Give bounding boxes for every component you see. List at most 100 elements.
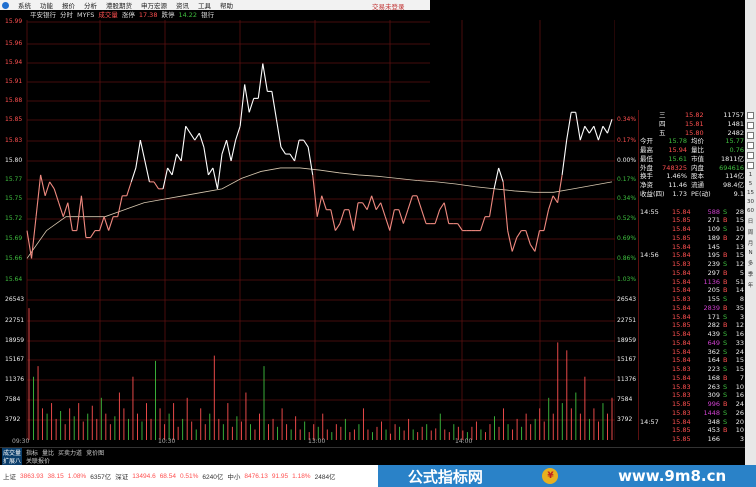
stat-label: 今开: [640, 137, 653, 146]
period-button[interactable]: 季: [747, 272, 754, 278]
menu-item[interactable]: 工具: [198, 2, 211, 10]
period-button[interactable]: 多: [747, 261, 754, 267]
tick-count: 24: [735, 400, 744, 408]
percent-axis-label: 1.03%: [617, 276, 637, 283]
indicator-tab[interactable]: 指标: [26, 450, 39, 457]
period-button[interactable]: 15: [747, 190, 754, 196]
volume-axis-label-right: 15167: [617, 356, 637, 363]
index-value: 13494.6: [132, 472, 156, 480]
price-line-segment: [67, 202, 73, 231]
tick-row: 15.83 223 S 15: [639, 365, 746, 374]
tick-volume: 164: [707, 356, 720, 365]
tick-side: B: [723, 373, 728, 382]
tick-count: 26: [735, 408, 744, 417]
period-button[interactable]: 年: [747, 283, 754, 289]
tick-count: 35: [735, 303, 744, 312]
toolbar-icon[interactable]: [747, 132, 754, 139]
tick-price: 15.83: [672, 391, 691, 400]
tick-price: 15.84: [672, 286, 691, 295]
percent-axis-label: 0.34%: [617, 116, 637, 123]
menu-item[interactable]: 资讯: [176, 2, 189, 10]
price-line-segment: [525, 230, 531, 245]
price-line-segment: [40, 174, 46, 196]
menu-item[interactable]: 分析: [84, 2, 97, 10]
tick-side: S: [723, 408, 728, 417]
tick-volume: 239: [707, 260, 720, 268]
tick-price: 15.84: [672, 373, 691, 382]
price-axis-label: 15.80: [5, 157, 23, 164]
stat-label-2: 股本: [691, 172, 704, 181]
menu-item[interactable]: 报价: [62, 2, 75, 10]
period-button[interactable]: N: [748, 250, 753, 256]
tick-price: 15.83: [672, 382, 691, 391]
price-line-segment: [126, 181, 132, 196]
index-name[interactable]: 深证: [115, 474, 129, 481]
indicator-tab[interactable]: 竞价图: [86, 450, 105, 457]
price-line-segment: [26, 230, 33, 259]
limit-down-label: 跌停: [161, 11, 175, 19]
price-axis-label: 15.69: [5, 235, 23, 242]
price-line-segment: [212, 167, 219, 189]
tick-row: 15.84 168 B 7: [639, 374, 746, 383]
price-axis-label: 15.91: [5, 78, 23, 85]
toolbar-icon[interactable]: [747, 112, 754, 119]
price-line-segment: [371, 195, 377, 210]
extra-tab[interactable]: 关联报价: [26, 458, 51, 465]
period-button[interactable]: 周: [747, 230, 754, 236]
tick-price: 15.85: [672, 435, 691, 443]
price-line-segment: [321, 195, 327, 210]
indicator-tab[interactable]: 成交量: [2, 448, 23, 457]
chart-mode: 分时: [60, 11, 73, 19]
period-button[interactable]: 月: [747, 241, 754, 247]
price-line-segment: [489, 188, 495, 217]
stat-value: 1.73: [672, 189, 687, 198]
tick-volume: 2839: [703, 303, 720, 312]
toolbar-icon[interactable]: [747, 122, 754, 129]
period-button[interactable]: 30: [747, 199, 754, 205]
watermark-banner: 公式指标网 ¥ www.9m8.cn: [378, 465, 756, 487]
price-line-segment: [352, 202, 359, 231]
tick-row: 15.84 171 S 3: [639, 313, 746, 322]
menu-item[interactable]: 港股期货: [106, 2, 132, 10]
period-button[interactable]: 1: [748, 172, 753, 178]
toolbar-icon[interactable]: [747, 142, 754, 149]
quote-panel: 三 15.82 11757 四 15.81 1481 五 15.80 2482 今开 15.78 均价…: [638, 110, 746, 443]
index-name[interactable]: 中小: [227, 474, 241, 481]
time-axis-label: 10:30: [158, 438, 176, 445]
price-line-segment: [348, 209, 355, 231]
toolbar-icon[interactable]: [747, 152, 754, 159]
tick-price: 15.84: [672, 207, 691, 216]
tick-row: 15.84 297 B 5: [639, 269, 746, 278]
tick-price: 15.83: [672, 365, 691, 373]
price-line-segment: [529, 244, 536, 252]
tick-price: 15.84: [672, 312, 691, 321]
indicator-tab[interactable]: 量比: [42, 450, 55, 457]
menu-item[interactable]: 申万宏源: [141, 2, 167, 10]
price-axis-label: 15.96: [5, 40, 23, 47]
price-line-segment: [80, 195, 87, 238]
extra-tab[interactable]: 扩展八: [2, 456, 23, 465]
tick-count: 24: [735, 347, 744, 356]
intraday-chart[interactable]: [0, 0, 615, 447]
period-button[interactable]: 60: [747, 208, 754, 214]
price-line-segment: [339, 209, 345, 224]
level-label: 三: [659, 111, 666, 119]
menu-item[interactable]: 功能: [40, 2, 53, 10]
period-button[interactable]: 日: [747, 219, 754, 225]
index-value: 3863.93: [20, 472, 44, 480]
price-line-segment: [547, 195, 554, 210]
price-line-segment: [511, 237, 518, 252]
indicator-tab[interactable]: 买卖力道: [58, 450, 83, 457]
menu-item[interactable]: 系统: [18, 2, 31, 10]
price-axis-label: 15.99: [5, 18, 23, 25]
period-button[interactable]: 5: [748, 181, 753, 187]
account-status[interactable]: 交易未登录: [372, 3, 405, 11]
sector-name: 银行: [201, 11, 215, 19]
menu-item[interactable]: 帮助: [220, 2, 233, 10]
volume-axis-label: 18959: [5, 337, 25, 344]
tick-price: 15.84: [672, 268, 691, 277]
price-line-segment: [257, 63, 264, 99]
toolbar-icon[interactable]: [747, 162, 754, 169]
index-name[interactable]: 上证: [3, 474, 16, 481]
level-price: 15.82: [685, 111, 704, 119]
